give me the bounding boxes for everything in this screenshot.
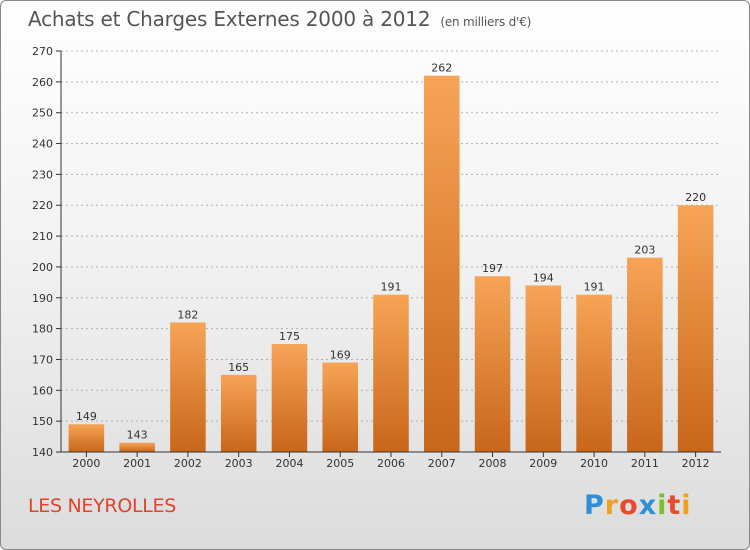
y-tick-label: 200 bbox=[32, 261, 53, 274]
bar bbox=[525, 285, 562, 452]
x-tick-label: 2010 bbox=[580, 457, 608, 470]
logo-letter: t bbox=[667, 490, 682, 521]
data-label: 149 bbox=[76, 410, 97, 423]
bar bbox=[576, 294, 612, 452]
y-tick-label: 190 bbox=[32, 292, 53, 305]
data-label: 197 bbox=[482, 262, 503, 275]
data-label: 143 bbox=[127, 429, 148, 442]
y-tick-label: 230 bbox=[32, 168, 53, 181]
y-tick-label: 170 bbox=[32, 353, 53, 366]
data-label: 175 bbox=[279, 330, 300, 343]
data-label: 220 bbox=[685, 191, 706, 204]
logo-letter: P bbox=[584, 490, 605, 521]
chart-unit: (en milliers d'€) bbox=[440, 15, 532, 29]
data-label: 203 bbox=[634, 244, 655, 257]
logo-letter: o bbox=[619, 490, 639, 521]
x-tick-label: 2001 bbox=[123, 457, 151, 470]
bar bbox=[627, 257, 663, 452]
data-label: 182 bbox=[177, 308, 198, 321]
y-tick-label: 260 bbox=[32, 76, 53, 89]
y-tick-label: 160 bbox=[32, 384, 53, 397]
y-tick-label: 220 bbox=[32, 199, 53, 212]
bar bbox=[220, 374, 257, 452]
y-tick-label: 240 bbox=[32, 138, 53, 151]
data-label: 165 bbox=[228, 361, 249, 374]
y-tick-label: 150 bbox=[32, 415, 53, 428]
chart-title-text: Achats et Charges Externes 2000 à 2012 bbox=[28, 7, 431, 31]
bar bbox=[170, 322, 206, 452]
bar bbox=[271, 344, 308, 452]
bar bbox=[322, 362, 358, 452]
x-tick-label: 2005 bbox=[326, 457, 354, 470]
y-tick-label: 210 bbox=[32, 230, 53, 243]
x-tick-label: 2004 bbox=[275, 457, 303, 470]
logo-letter: i bbox=[681, 490, 692, 521]
y-tick-label: 250 bbox=[32, 107, 53, 120]
bar bbox=[68, 424, 105, 452]
y-tick-label: 140 bbox=[32, 446, 53, 459]
y-tick-label: 180 bbox=[32, 323, 53, 336]
x-tick-label: 2002 bbox=[174, 457, 202, 470]
x-tick-label: 2009 bbox=[529, 457, 557, 470]
data-label: 194 bbox=[533, 271, 554, 284]
bar bbox=[474, 276, 511, 452]
bar bbox=[373, 294, 409, 452]
x-tick-label: 2006 bbox=[377, 457, 405, 470]
x-tick-label: 2012 bbox=[682, 457, 710, 470]
commune-name: LES NEYROLLES bbox=[28, 495, 177, 517]
logo-letter: i bbox=[657, 490, 668, 521]
bar bbox=[119, 442, 155, 452]
bar bbox=[677, 205, 714, 452]
data-label: 191 bbox=[381, 281, 402, 294]
x-tick-label: 2007 bbox=[428, 457, 456, 470]
axis-layer: 140 150 160 170 180 190 200 210 220 230 240 250 260 2… bbox=[32, 45, 721, 470]
data-label: 169 bbox=[330, 349, 351, 362]
bar-layer: 149 143 182 165 175 169 191 262 197 194 191 203 220 bbox=[68, 62, 714, 452]
x-tick-label: 2003 bbox=[225, 457, 253, 470]
x-tick-label: 2008 bbox=[479, 457, 507, 470]
chart-title: Achats et Charges Externes 2000 à 2012 (e… bbox=[28, 7, 531, 31]
y-tick-label: 270 bbox=[32, 45, 53, 58]
x-tick-label: 2011 bbox=[631, 457, 659, 470]
logo-letter: x bbox=[638, 490, 658, 521]
proxiti-logo: Proxiti bbox=[584, 490, 692, 521]
bar bbox=[424, 75, 460, 452]
x-tick-label: 2000 bbox=[72, 457, 100, 470]
data-label: 191 bbox=[584, 281, 605, 294]
logo-letter: r bbox=[604, 490, 620, 521]
data-label: 262 bbox=[431, 62, 452, 75]
